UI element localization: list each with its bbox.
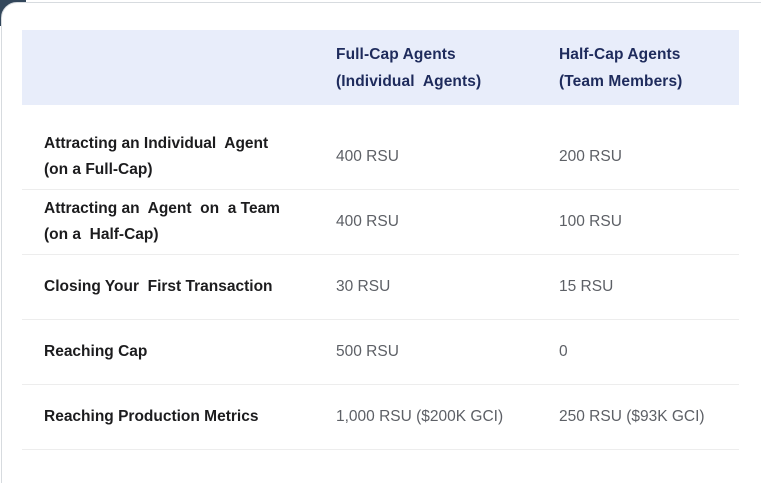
- row-label: Reaching Production Metrics: [22, 404, 336, 430]
- table-row: Reaching Cap 500 RSU 0: [22, 320, 739, 385]
- row-label: Attracting an Individual Agent (on a Ful…: [22, 131, 336, 183]
- full-cap-value: 1,000 RSU ($200K GCI): [336, 408, 504, 425]
- rsu-rewards-table: Full-Cap Agents (Individual Agents) Half…: [22, 30, 739, 450]
- row-label-line1: Attracting an Agent on a Team: [44, 200, 280, 217]
- half-cap-value: 200 RSU: [559, 148, 622, 165]
- row-label-line1: Reaching Production Metrics: [44, 408, 259, 425]
- half-cap-value: 100 RSU: [559, 213, 622, 230]
- column-header-full-cap-line2: (Individual Agents): [336, 72, 482, 90]
- full-cap-value: 30 RSU: [336, 278, 391, 295]
- table-row: Attracting an Agent on a Team (on a Half…: [22, 190, 739, 255]
- row-label: Reaching Cap: [22, 339, 336, 365]
- full-cap-value: 500 RSU: [336, 343, 399, 360]
- column-header-full-cap-line1: Full-Cap Agents: [336, 45, 456, 63]
- half-cap-value: 0: [559, 343, 568, 360]
- half-cap-value: 15 RSU: [559, 278, 614, 295]
- column-header-full-cap: Full-Cap Agents (Individual Agents): [336, 41, 559, 95]
- half-cap-value: 250 RSU ($93K GCI): [559, 408, 705, 425]
- full-cap-value: 400 RSU: [336, 213, 399, 230]
- row-label-line1: Attracting an Individual Agent: [44, 135, 269, 152]
- table-row: Reaching Production Metrics 1,000 RSU ($…: [22, 385, 739, 450]
- table-header-row: Full-Cap Agents (Individual Agents) Half…: [22, 30, 739, 105]
- row-label: Attracting an Agent on a Team (on a Half…: [22, 196, 336, 248]
- row-label-line2: (on a Full-Cap): [44, 161, 153, 178]
- table-row: Attracting an Individual Agent (on a Ful…: [22, 125, 739, 190]
- column-header-half-cap-line2: (Team Members): [559, 72, 683, 90]
- full-cap-value: 400 RSU: [336, 148, 399, 165]
- row-label-line2: (on a Half-Cap): [44, 226, 159, 243]
- column-header-half-cap-line1: Half-Cap Agents: [559, 45, 681, 63]
- row-label-line1: Reaching Cap: [44, 343, 148, 360]
- column-header-half-cap: Half-Cap Agents (Team Members): [559, 41, 739, 95]
- table-row: Closing Your First Transaction 30 RSU 15…: [22, 255, 739, 320]
- row-label: Closing Your First Transaction: [22, 274, 336, 300]
- row-label-line1: Closing Your First Transaction: [44, 278, 273, 295]
